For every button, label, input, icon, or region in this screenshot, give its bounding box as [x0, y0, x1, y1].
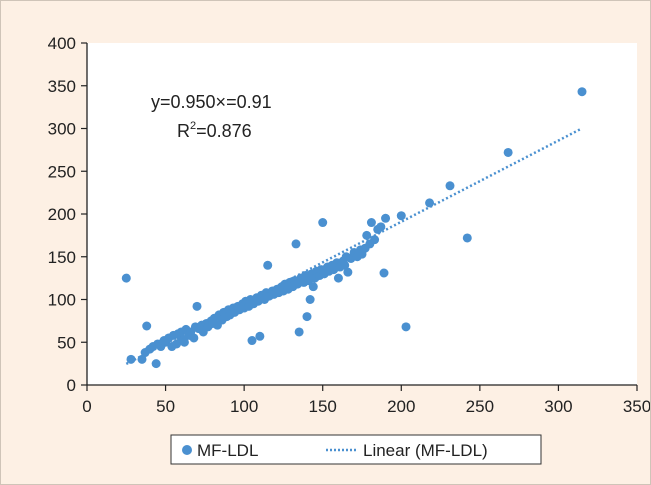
- data-point: [366, 218, 376, 228]
- data-point: [379, 268, 389, 278]
- legend-label-mf-ldl: MF-LDL: [197, 441, 258, 460]
- data-point: [247, 336, 257, 346]
- data-point: [142, 321, 152, 331]
- y-tick-label: 0: [67, 376, 76, 395]
- data-point: [376, 222, 386, 232]
- data-point: [577, 87, 587, 97]
- axes: 0 50 100 150 200 250 300 350 400 0 50 100 150 200 250 3…: [48, 34, 650, 416]
- y-tick-label: 400: [48, 34, 76, 53]
- r2-superscript: 2: [190, 120, 196, 132]
- data-point: [179, 337, 189, 347]
- data-point: [302, 312, 312, 322]
- equation-label: y=0.950×=0.91: [151, 92, 272, 112]
- data-point: [362, 230, 372, 240]
- y-tick-label: 50: [57, 333, 76, 352]
- y-tick-label: 150: [48, 248, 76, 267]
- y-tick-label: 300: [48, 120, 76, 139]
- x-tick-label: 50: [156, 397, 175, 416]
- x-tick-label: 150: [309, 397, 337, 416]
- data-point: [126, 354, 136, 364]
- y-tick-label: 200: [48, 205, 76, 224]
- data-point: [396, 211, 406, 221]
- r2-value: =0.876: [196, 121, 252, 141]
- data-point: [255, 331, 265, 341]
- data-point: [445, 181, 455, 191]
- data-point: [189, 333, 199, 343]
- data-point: [263, 260, 273, 270]
- x-tick-label: 350: [623, 397, 650, 416]
- data-point: [425, 198, 435, 208]
- plot-area: [87, 43, 637, 385]
- data-point: [381, 213, 391, 223]
- data-point: [503, 147, 513, 157]
- data-point: [291, 239, 301, 249]
- legend: MF-LDL Linear (MF-LDL): [170, 434, 542, 465]
- x-tick-label: 100: [230, 397, 258, 416]
- data-point: [192, 301, 202, 311]
- r2-label: R2=0.876: [177, 120, 252, 141]
- data-points: [121, 87, 587, 369]
- data-point: [370, 235, 380, 245]
- data-point: [305, 295, 315, 304]
- data-point: [294, 327, 304, 337]
- x-tick-label: 200: [387, 397, 415, 416]
- legend-marker-mf-ldl: [182, 445, 192, 455]
- legend-label-linear: Linear (MF-LDL): [363, 441, 488, 460]
- data-point: [121, 273, 131, 283]
- data-point: [308, 282, 318, 292]
- data-point: [151, 359, 161, 369]
- x-tick-label: 250: [466, 397, 494, 416]
- data-point: [462, 233, 472, 243]
- data-point: [333, 273, 343, 283]
- data-point: [401, 322, 411, 332]
- data-point: [340, 260, 350, 270]
- data-point: [343, 267, 353, 277]
- y-tick-label: 250: [48, 162, 76, 181]
- y-tick-label: 100: [48, 291, 76, 310]
- r2-letter: R: [177, 121, 190, 141]
- y-tick-label: 350: [48, 77, 76, 96]
- data-point: [318, 218, 328, 228]
- x-tick-label: 0: [82, 397, 91, 416]
- x-tick-label: 300: [544, 397, 572, 416]
